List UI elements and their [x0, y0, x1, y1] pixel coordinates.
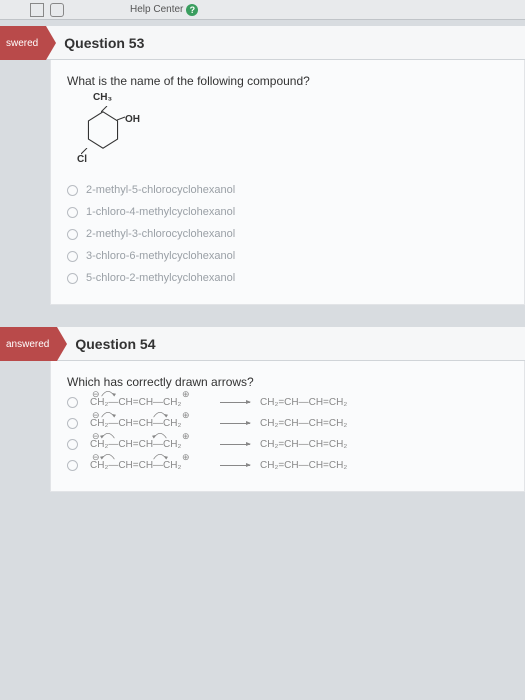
- radio-icon: [67, 439, 78, 450]
- curved-arrow-icon: [100, 408, 116, 420]
- reactant-left: ⊖ ⊕ CH₂—CH=CH—CH₂: [90, 439, 210, 450]
- status-tag: answered: [0, 327, 57, 361]
- bond-line-icon: [101, 106, 109, 114]
- question-title: Question 54: [75, 336, 155, 352]
- question-53: swered Question 53 What is the name of t…: [0, 26, 525, 305]
- reactant-left: ⊖ ⊕ CH₂—CH=CH—CH₂: [90, 418, 210, 429]
- reaction-option-a[interactable]: ⊖ ⊕ CH₂—CH=CH—CH₂ CH₂=CH—CH=CH₂: [67, 397, 508, 408]
- radio-icon: [67, 418, 78, 429]
- status-label: answered: [6, 339, 49, 350]
- option-label: 5-chloro-2-methylcyclohexanol: [86, 272, 235, 284]
- reaction-arrow-icon: [220, 402, 250, 403]
- toolbar-icon-2[interactable]: [50, 3, 64, 17]
- option-c[interactable]: 2-methyl-3-chlorocyclohexanol: [67, 228, 508, 240]
- formula-right: CH₂=CH—CH=CH₂: [260, 439, 347, 450]
- answer-options: 2-methyl-5-chlorocyclohexanol 1-chloro-4…: [67, 184, 508, 284]
- option-label: 2-methyl-3-chlorocyclohexanol: [86, 228, 235, 240]
- question-prompt: Which has correctly drawn arrows?: [67, 375, 508, 389]
- option-a[interactable]: 2-methyl-5-chlorocyclohexanol: [67, 184, 508, 196]
- substituent-oh: OH: [125, 114, 140, 125]
- curved-arrow-icon: [152, 450, 168, 462]
- help-icon: ?: [186, 4, 198, 16]
- reaction-arrow-icon: [220, 423, 250, 424]
- charge-pos: ⊕: [182, 389, 190, 400]
- radio-icon: [67, 251, 78, 262]
- option-label: 1-chloro-4-methylcyclohexanol: [86, 206, 235, 218]
- reactant-left: ⊖ ⊕ CH₂—CH=CH—CH₂: [90, 397, 210, 408]
- charge-pos: ⊕: [182, 431, 190, 442]
- reaction-arrow-icon: [220, 465, 250, 466]
- curved-arrow-icon: [100, 450, 116, 462]
- charge-neg: ⊖: [92, 452, 100, 463]
- question-body: What is the name of the following compou…: [50, 60, 525, 305]
- curved-arrow-icon: [152, 408, 168, 420]
- chemical-structure: CH₃ OH Cl: [75, 94, 155, 172]
- radio-icon: [67, 397, 78, 408]
- question-body: Which has correctly drawn arrows? ⊖ ⊕ CH…: [50, 361, 525, 492]
- radio-icon: [67, 229, 78, 240]
- question-header: answered Question 54: [0, 327, 525, 361]
- bond-line-icon: [81, 148, 89, 156]
- charge-neg: ⊖: [92, 389, 100, 400]
- curved-arrow-icon: [100, 387, 116, 399]
- reaction-option-b[interactable]: ⊖ ⊕ CH₂—CH=CH—CH₂ CH₂=CH—CH=CH₂: [67, 418, 508, 429]
- question-title-bar: Question 54: [57, 327, 525, 361]
- option-d[interactable]: 3-chloro-6-methylcyclohexanol: [67, 250, 508, 262]
- formula-right: CH₂=CH—CH=CH₂: [260, 418, 347, 429]
- curved-arrow-icon: [152, 429, 168, 441]
- radio-icon: [67, 460, 78, 471]
- top-toolbar: Help Center ?: [0, 0, 525, 20]
- formula-right: CH₂=CH—CH=CH₂: [260, 397, 347, 408]
- help-center-link[interactable]: Help Center ?: [130, 4, 198, 16]
- status-label: swered: [6, 38, 38, 49]
- help-center-label: Help Center: [130, 4, 183, 15]
- reaction-options: ⊖ ⊕ CH₂—CH=CH—CH₂ CH₂=CH—CH=CH₂ ⊖ ⊕ CH₂—…: [67, 397, 508, 471]
- radio-icon: [67, 273, 78, 284]
- toolbar-icon-1[interactable]: [30, 3, 44, 17]
- question-prompt: What is the name of the following compou…: [67, 74, 508, 88]
- question-header: swered Question 53: [0, 26, 525, 60]
- charge-pos: ⊕: [182, 452, 190, 463]
- status-tag: swered: [0, 26, 46, 60]
- formula-right: CH₂=CH—CH=CH₂: [260, 460, 347, 471]
- bond-line-icon: [117, 116, 127, 122]
- reaction-arrow-icon: [220, 444, 250, 445]
- question-title: Question 53: [64, 35, 144, 51]
- question-title-bar: Question 53: [46, 26, 525, 60]
- radio-icon: [67, 185, 78, 196]
- option-e[interactable]: 5-chloro-2-methylcyclohexanol: [67, 272, 508, 284]
- curved-arrow-icon: [100, 429, 116, 441]
- reaction-option-d[interactable]: ⊖ ⊕ CH₂—CH=CH—CH₂ CH₂=CH—CH=CH₂: [67, 460, 508, 471]
- charge-pos: ⊕: [182, 410, 190, 421]
- radio-icon: [67, 207, 78, 218]
- reactant-left: ⊖ ⊕ CH₂—CH=CH—CH₂: [90, 460, 210, 471]
- charge-neg: ⊖: [92, 410, 100, 421]
- reaction-option-c[interactable]: ⊖ ⊕ CH₂—CH=CH—CH₂ CH₂=CH—CH=CH₂: [67, 439, 508, 450]
- option-b[interactable]: 1-chloro-4-methylcyclohexanol: [67, 206, 508, 218]
- question-54: answered Question 54 Which has correctly…: [0, 327, 525, 492]
- charge-neg: ⊖: [92, 431, 100, 442]
- option-label: 3-chloro-6-methylcyclohexanol: [86, 250, 235, 262]
- option-label: 2-methyl-5-chlorocyclohexanol: [86, 184, 235, 196]
- substituent-ch3: CH₃: [93, 92, 112, 103]
